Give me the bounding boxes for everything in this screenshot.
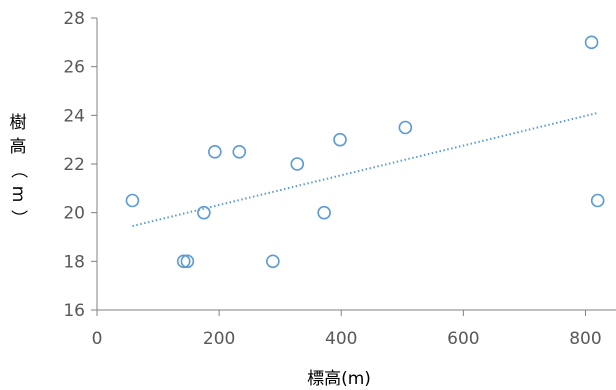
data-point <box>125 193 140 208</box>
y-tick-label: 24 <box>63 106 85 126</box>
y-tick-label: 28 <box>63 9 85 29</box>
y-axis-title: 樹高 （ m ） <box>8 113 28 227</box>
data-point <box>333 132 347 147</box>
y-axis-title-char: ） <box>8 210 28 227</box>
y-axis-title-char: m <box>8 186 28 203</box>
data-point <box>398 120 413 135</box>
y-tick-label: 16 <box>63 301 85 321</box>
y-tick-label: 22 <box>63 155 85 175</box>
x-tick-label: 200 <box>203 329 235 349</box>
data-point <box>590 193 605 208</box>
data-point <box>176 254 191 269</box>
x-axis-title: 標高(m) <box>307 369 371 389</box>
data-point <box>290 157 305 171</box>
y-axis-title-char: 高 <box>10 137 27 157</box>
y-tick-label: 26 <box>63 58 85 78</box>
y-axis: 16 18 20 22 24 26 28 <box>63 9 98 321</box>
y-axis-title-char: （ <box>8 162 28 179</box>
x-tick-label: 800 <box>569 329 601 349</box>
x-tick-label: 400 <box>325 329 357 349</box>
y-axis-title-char: 樹 <box>10 113 27 133</box>
data-point <box>317 205 331 220</box>
y-tick-label: 18 <box>63 252 85 272</box>
x-tick-label: 0 <box>92 329 103 349</box>
x-axis: 0 200 400 600 800 <box>92 309 616 349</box>
x-tick-label: 600 <box>447 329 479 349</box>
data-point <box>232 145 247 159</box>
plot-area <box>125 35 605 269</box>
data-point <box>208 145 222 159</box>
data-point <box>266 254 280 269</box>
data-point <box>180 254 195 269</box>
data-point <box>197 205 211 220</box>
trendline <box>132 111 598 228</box>
y-tick-label: 20 <box>63 204 85 224</box>
data-point <box>584 35 599 50</box>
